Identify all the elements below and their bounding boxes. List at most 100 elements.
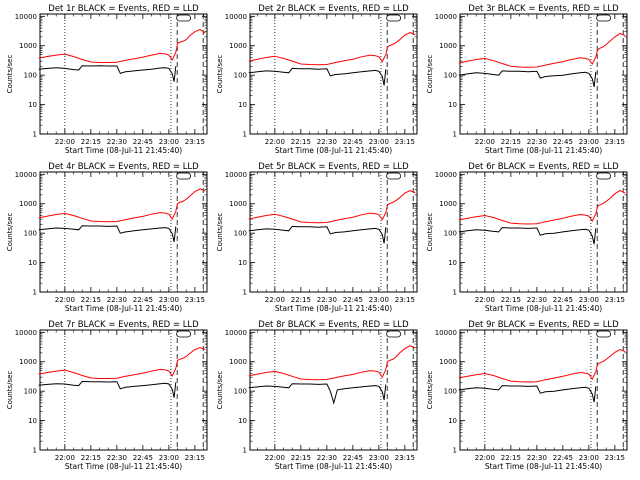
y-tick-label: 10000 bbox=[225, 329, 247, 337]
y-tick-label: 10 bbox=[238, 259, 247, 267]
x-tick-label: 22:45 bbox=[343, 454, 363, 462]
chart-title: Det 8r BLACK = Events, RED = LLD bbox=[258, 320, 409, 330]
x-tick-label: 22:00 bbox=[475, 454, 495, 462]
y-tick-label: 1 bbox=[33, 447, 37, 455]
x-tick-label: 22:45 bbox=[133, 296, 153, 304]
x-axis-label: Start Time (08-Jul-11 21:45:40) bbox=[65, 462, 182, 471]
marker-box bbox=[386, 14, 402, 22]
chart-title: Det 7r BLACK = Events, RED = LLD bbox=[48, 320, 199, 330]
y-tick-label: 1000 bbox=[19, 200, 37, 208]
y-axis-label: Counts/sec bbox=[6, 371, 14, 410]
y-axis-label: Counts/sec bbox=[216, 371, 224, 410]
y-tick-label: 100 bbox=[444, 230, 457, 238]
marker-box bbox=[596, 14, 612, 22]
chart-title: Det 5r BLACK = Events, RED = LLD bbox=[258, 162, 409, 172]
x-axis-label: Start Time (08-Jul-11 21:45:40) bbox=[65, 146, 182, 155]
y-axis-label: Counts/sec bbox=[216, 213, 224, 252]
x-tick-label: 22:30 bbox=[527, 454, 547, 462]
chart-panel: Det 8r BLACK = Events, RED = LLD 1 10 100 10… bbox=[216, 320, 418, 471]
y-tick-label: 1000 bbox=[19, 42, 37, 50]
x-tick-label: 22:45 bbox=[343, 296, 363, 304]
marker-box bbox=[176, 14, 192, 22]
x-tick-label: 22:30 bbox=[107, 138, 127, 146]
marker-box bbox=[386, 330, 402, 338]
chart-panel: Det 5r BLACK = Events, RED = LLD 1 10 100 10… bbox=[216, 162, 418, 313]
y-tick-label: 1000 bbox=[229, 200, 247, 208]
x-axis-label: Start Time (08-Jul-11 21:45:40) bbox=[275, 462, 392, 471]
y-axis-label: Counts/sec bbox=[426, 371, 434, 410]
x-tick-label: 22:00 bbox=[265, 138, 285, 146]
y-tick-label: 10 bbox=[238, 101, 247, 109]
x-tick-label: 22:15 bbox=[291, 138, 311, 146]
lld-series-line bbox=[458, 32, 626, 68]
y-axis-label: Counts/sec bbox=[426, 213, 434, 252]
x-tick-label: 23:00 bbox=[159, 138, 179, 146]
chart-title: Det 6r BLACK = Events, RED = LLD bbox=[468, 162, 619, 172]
y-tick-label: 1000 bbox=[229, 42, 247, 50]
y-tick-label: 10000 bbox=[15, 329, 37, 337]
x-tick-label: 23:00 bbox=[579, 138, 599, 146]
y-tick-label: 10000 bbox=[15, 171, 37, 179]
x-tick-label: 22:00 bbox=[265, 296, 285, 304]
chart-panel: Det 1r BLACK = Events, RED = LLD 1 10 100 10… bbox=[6, 4, 208, 155]
x-tick-label: 22:45 bbox=[553, 454, 573, 462]
x-tick-label: 23:15 bbox=[605, 454, 625, 462]
x-tick-label: 23:15 bbox=[605, 138, 625, 146]
x-tick-label: 22:15 bbox=[81, 296, 101, 304]
y-tick-label: 100 bbox=[24, 230, 37, 238]
y-tick-label: 10 bbox=[448, 101, 457, 109]
x-tick-label: 22:30 bbox=[107, 454, 127, 462]
y-tick-label: 100 bbox=[234, 230, 247, 238]
lld-series-line bbox=[248, 32, 416, 66]
x-tick-label: 23:15 bbox=[395, 296, 415, 304]
events-series-line bbox=[38, 65, 177, 82]
y-axis-label: Counts/sec bbox=[216, 55, 224, 94]
chart-panel: Det 7r BLACK = Events, RED = LLD 1 10 100 10… bbox=[6, 320, 208, 471]
chart-panel: Det 3r BLACK = Events, RED = LLD 1 10 100 10… bbox=[426, 4, 628, 155]
x-tick-label: 22:15 bbox=[501, 454, 521, 462]
x-tick-label: 23:15 bbox=[185, 296, 205, 304]
y-tick-label: 1 bbox=[243, 447, 247, 455]
events-series-line bbox=[248, 225, 387, 244]
plot-frame bbox=[39, 171, 208, 293]
marker-box bbox=[176, 172, 192, 180]
x-tick-label: 22:15 bbox=[291, 454, 311, 462]
marker-box bbox=[386, 172, 402, 180]
y-axis-label: Counts/sec bbox=[6, 213, 14, 252]
y-tick-label: 100 bbox=[234, 388, 247, 396]
y-tick-label: 1 bbox=[453, 131, 457, 139]
x-tick-label: 23:00 bbox=[159, 296, 179, 304]
events-series-line bbox=[458, 70, 597, 88]
y-tick-label: 1 bbox=[453, 447, 457, 455]
y-tick-label: 1000 bbox=[229, 358, 247, 366]
x-tick-label: 22:00 bbox=[55, 296, 75, 304]
x-axis-label: Start Time (08-Jul-11 21:45:40) bbox=[275, 304, 392, 313]
x-tick-label: 22:00 bbox=[55, 454, 75, 462]
y-tick-label: 10 bbox=[28, 417, 37, 425]
plot-frame bbox=[249, 171, 418, 293]
y-tick-label: 10 bbox=[28, 101, 37, 109]
y-axis-label: Counts/sec bbox=[426, 55, 434, 94]
plot-frame bbox=[39, 329, 208, 451]
x-axis-label: Start Time (08-Jul-11 21:45:40) bbox=[485, 462, 602, 471]
marker-box bbox=[596, 330, 612, 338]
x-tick-label: 22:30 bbox=[317, 454, 337, 462]
chart-title: Det 3r BLACK = Events, RED = LLD bbox=[468, 4, 619, 14]
x-axis-label: Start Time (08-Jul-11 21:45:40) bbox=[65, 304, 182, 313]
lld-series-line bbox=[458, 190, 626, 225]
events-series-line bbox=[248, 383, 387, 405]
lld-series-line bbox=[38, 188, 206, 223]
chart-title: Det 4r BLACK = Events, RED = LLD bbox=[48, 162, 199, 172]
x-tick-label: 23:15 bbox=[605, 296, 625, 304]
x-tick-label: 22:30 bbox=[107, 296, 127, 304]
chart-panel: Det 4r BLACK = Events, RED = LLD 1 10 100 10… bbox=[6, 162, 208, 313]
marker-box bbox=[596, 172, 612, 180]
y-tick-label: 10000 bbox=[435, 171, 457, 179]
plot-frame bbox=[249, 13, 418, 135]
x-tick-label: 22:00 bbox=[475, 138, 495, 146]
y-tick-label: 10000 bbox=[15, 13, 37, 21]
y-tick-label: 100 bbox=[234, 72, 247, 80]
x-tick-label: 23:00 bbox=[369, 296, 389, 304]
x-tick-label: 22:00 bbox=[475, 296, 495, 304]
x-tick-label: 23:00 bbox=[369, 454, 389, 462]
